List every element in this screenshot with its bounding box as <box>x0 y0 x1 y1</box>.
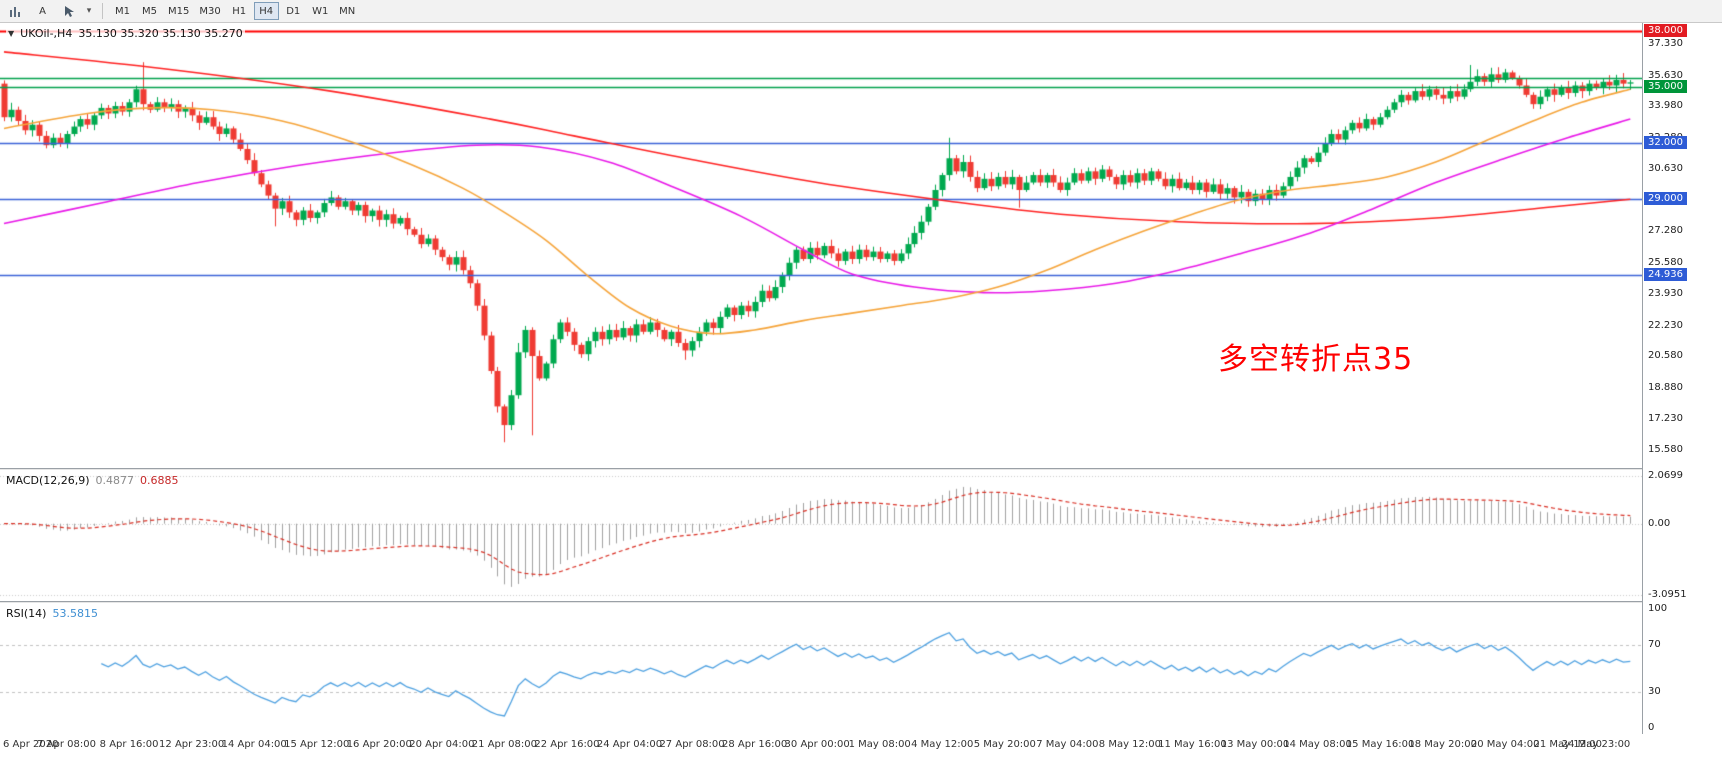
time-label: 11 May 16:00 <box>1158 739 1227 750</box>
timeframe-h4-button[interactable]: H4 <box>253 2 279 20</box>
rsi-indicator-label: RSI(14) 53.5815 <box>6 607 98 620</box>
time-label: 20 May 04:00 <box>1470 739 1540 750</box>
time-label: 7 Apr 08:00 <box>37 739 96 750</box>
time-label: 24 May 23:00 <box>1561 739 1631 750</box>
macd-axis-tick: 2.0699 <box>1648 470 1683 481</box>
time-label: 6 Apr 2020 <box>3 739 59 750</box>
macd-indicator-label: MACD(12,26,9) 0.4877 0.6885 <box>6 474 179 487</box>
timeframe-m5-button[interactable]: M5 <box>142 5 157 17</box>
price-tick: 27.280 <box>1648 225 1683 237</box>
price-tick: 33.980 <box>1648 100 1683 112</box>
rsi-axis-tick: 100 <box>1648 603 1668 614</box>
time-label: 21 Apr 08:00 <box>471 739 537 750</box>
price-tick: 15.580 <box>1648 443 1683 455</box>
time-axis[interactable]: 6 Apr 2020 7 Apr 08:00 8 Apr 16:00 12 Apr 2… <box>0 734 1722 782</box>
toolbar: A ▾ M1 M5 M15 M30 H1 H4 D1 W1 MN <box>0 0 1722 23</box>
price-tick: 30.630 <box>1648 162 1683 174</box>
price-badge-24.936: 24.936 <box>1644 268 1687 282</box>
rsi-name: RSI(14) <box>6 607 47 620</box>
toolbar-separator <box>102 3 103 19</box>
time-label: 24 Apr 04:00 <box>596 739 663 750</box>
symbol-period-text: UKOil-,H4 <box>20 27 73 40</box>
price-tick: 37.330 <box>1648 37 1683 49</box>
time-label: 20 Apr 04:00 <box>409 739 475 750</box>
price-tick: 25.580 <box>1648 257 1683 269</box>
price-badge-35.000: 35.000 <box>1644 80 1687 94</box>
panel-splitter-rsi[interactable] <box>0 601 1722 603</box>
price-tick: 17.230 <box>1648 412 1683 424</box>
chart-bars-icon[interactable] <box>4 1 28 21</box>
time-label: 22 Apr 16:00 <box>534 739 600 750</box>
time-label: 5 May 20:00 <box>973 739 1036 750</box>
time-label: 12 Apr 23:00 <box>159 739 225 750</box>
rsi-axis-tick: 0 <box>1648 722 1655 733</box>
timeframe-m15-button[interactable]: M15 <box>168 5 190 17</box>
time-label: 21 May 12:00 <box>1533 739 1603 750</box>
chart-symbol-label: ▼ UKOil-,H4 35.130 35.320 35.130 35.270 <box>6 27 245 40</box>
cursor-arrow-icon[interactable] <box>57 1 81 21</box>
price-tick: 35.630 <box>1648 69 1683 81</box>
rsi-axis-tick: 70 <box>1648 638 1661 650</box>
macd-panel-chart[interactable] <box>0 470 1642 601</box>
time-label: 16 Apr 20:00 <box>346 739 412 750</box>
macd-main-value: 0.4877 <box>95 474 135 487</box>
time-label: 8 Apr 16:00 <box>99 739 159 750</box>
rsi-axis-tick: 30 <box>1648 686 1661 698</box>
rsi-panel-chart[interactable] <box>0 603 1642 734</box>
price-tick: 20.580 <box>1648 350 1683 362</box>
timeframe-d1-button[interactable]: D1 <box>286 5 301 17</box>
price-tick: 22.230 <box>1648 319 1683 331</box>
time-label: 14 Apr 04:00 <box>221 739 287 750</box>
timeframe-w1-button[interactable]: W1 <box>312 5 329 17</box>
time-label: 14 May 08:00 <box>1283 739 1352 750</box>
rsi-value: 53.5815 <box>52 607 98 620</box>
time-label: 15 Apr 12:00 <box>284 739 350 750</box>
time-label: 30 Apr 00:00 <box>784 739 850 750</box>
time-label: 28 Apr 16:00 <box>721 739 788 750</box>
macd-axis-tick: -3.0951 <box>1648 589 1687 600</box>
timeframe-h1-button[interactable]: H1 <box>232 5 247 17</box>
price-badge-32.000: 32.000 <box>1644 136 1687 150</box>
time-label: 27 Apr 08:00 <box>659 739 725 750</box>
time-label: 1 May 08:00 <box>848 739 911 750</box>
chart-bars-icon-svg <box>10 7 20 17</box>
macd-axis-tick: 0.00 <box>1648 517 1671 529</box>
ohlc-values-text: 35.130 35.320 35.130 35.270 <box>78 27 243 40</box>
price-tick: 23.930 <box>1648 287 1683 299</box>
main-price-chart[interactable] <box>0 23 1642 468</box>
symbol-expand-triangle[interactable]: ▼ <box>8 29 15 38</box>
timeframe-mn-button[interactable]: MN <box>339 5 356 17</box>
timeframe-m1-button[interactable]: M1 <box>115 5 130 17</box>
time-label: 13 May 00:00 <box>1220 739 1290 750</box>
timeframe-m30-button[interactable]: M30 <box>199 5 221 17</box>
font-a-button[interactable]: A <box>39 5 46 17</box>
timeframe-group: M1 M5 M15 M30 H1 H4 D1 W1 MN <box>110 2 360 20</box>
time-label: 8 May 12:00 <box>1098 739 1161 750</box>
macd-signal-value: 0.6885 <box>140 474 179 487</box>
time-label: 15 May 16:00 <box>1345 739 1415 750</box>
toolbar-icon-group: A ▾ <box>4 1 95 21</box>
chart-text-annotation[interactable]: 多空转折点35 <box>1218 342 1414 377</box>
price-axis[interactable]: 37.33035.63033.98032.28030.63028.93027.2… <box>1642 23 1722 734</box>
cursor-arrow-icon-svg <box>65 5 74 17</box>
chevron-down-icon[interactable]: ▾ <box>86 6 92 16</box>
panel-splitter-macd[interactable] <box>0 468 1722 470</box>
price-tick: 18.880 <box>1648 382 1683 394</box>
macd-name: MACD(12,26,9) <box>6 474 90 487</box>
time-label: 7 May 04:00 <box>1036 739 1099 750</box>
time-label: 4 May 12:00 <box>911 739 974 750</box>
price-badge-29.000: 29.000 <box>1644 192 1687 206</box>
price-badge-38.000: 38.000 <box>1644 24 1687 38</box>
time-label: 18 May 20:00 <box>1408 739 1477 750</box>
